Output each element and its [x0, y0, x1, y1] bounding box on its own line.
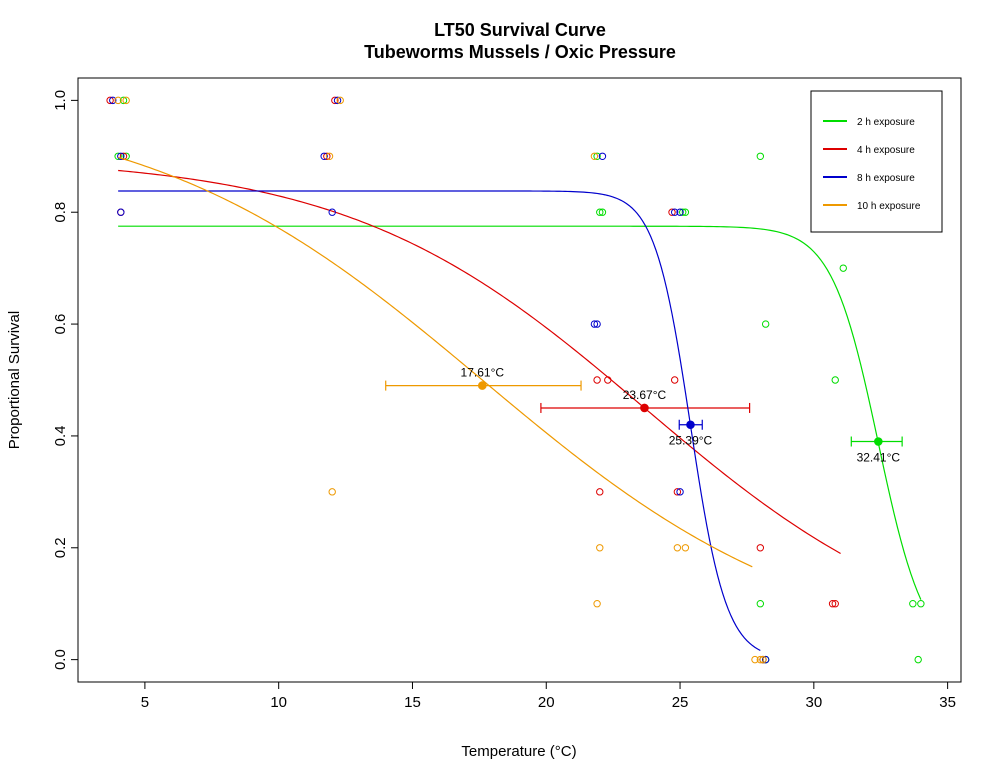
chart-title: LT50 Survival Curve [434, 20, 606, 40]
data-point [914, 655, 922, 664]
data-point [670, 376, 679, 384]
y-axis: 0.0 0.2 0.4 0.6 0.8 1.0 [52, 90, 78, 670]
x-tick-label: 25 [672, 694, 689, 711]
data-point [331, 96, 339, 105]
data-point [756, 544, 765, 552]
data-point [604, 376, 612, 384]
data-point [598, 152, 607, 160]
data-point [109, 96, 117, 105]
fit-curve [118, 190, 761, 651]
data-point [323, 152, 331, 160]
data-point [759, 655, 767, 664]
fit-curve [118, 225, 922, 600]
data-point [676, 488, 684, 496]
data-point [673, 544, 682, 552]
data-point [593, 320, 601, 328]
data-point [333, 96, 342, 105]
chart-subtitle: Tubeworms Mussels / Oxic Pressure [364, 42, 676, 62]
y-tick-label: 0.4 [52, 425, 69, 446]
data-point [596, 488, 604, 496]
legend-box [810, 90, 943, 233]
data-point [119, 96, 128, 105]
x-tick-label: 5 [141, 694, 149, 711]
data-point [839, 264, 847, 272]
data-point [917, 600, 925, 608]
data-point [325, 152, 334, 160]
fit-curve [118, 169, 841, 554]
lt50-label: 25.39°C [669, 434, 713, 448]
data-point [679, 208, 687, 216]
data-point [320, 152, 328, 160]
data-point [668, 208, 676, 216]
fit-curve [117, 156, 753, 568]
data-point [756, 152, 765, 160]
data-point [676, 208, 684, 216]
lt50-point [874, 437, 883, 446]
plot-area-frame [77, 77, 962, 683]
data-point [831, 600, 839, 608]
lt50-label: 23.67°C [623, 388, 667, 402]
data-point [328, 488, 336, 496]
data-point [598, 208, 607, 216]
data-point [828, 600, 837, 608]
y-tick-label: 0.8 [52, 202, 69, 223]
x-tick-label: 20 [538, 694, 555, 711]
data-point [114, 152, 122, 160]
data-point [681, 208, 690, 216]
data-point [596, 208, 604, 216]
data-point [593, 600, 601, 608]
legend-label: 2 h exposure [857, 117, 915, 128]
data-point [114, 96, 122, 105]
x-axis: 5 10 15 20 25 30 35 [141, 682, 956, 711]
plot-layer: 32.41°C 23.67°C 25.39°C 17.61°C [106, 96, 925, 664]
data-point [909, 600, 917, 608]
lt50-point [686, 420, 695, 430]
data-point [593, 376, 601, 384]
x-axis-label: Temperature (°C) [461, 743, 576, 760]
y-tick-label: 0.2 [52, 537, 69, 558]
lt50-label: 17.61°C [461, 366, 505, 380]
x-tick-label: 30 [805, 694, 822, 711]
data-point [117, 152, 125, 160]
legend: 2 h exposure 4 h exposure 8 h exposure 10 h… [810, 90, 943, 233]
data-point [756, 655, 765, 664]
y-axis-label: Proportional Survival [6, 311, 23, 449]
data-point [117, 208, 125, 216]
y-tick-label: 1.0 [52, 90, 69, 111]
y-tick-label: 0.0 [52, 649, 69, 670]
x-tick-label: 10 [270, 694, 287, 711]
legend-label: 4 h exposure [857, 145, 915, 156]
data-point [681, 544, 690, 552]
lt50-point [478, 381, 487, 390]
legend-label: 8 h exposure [857, 173, 915, 184]
lt50-label: 32.41°C [857, 451, 901, 465]
lt50-point [640, 403, 649, 413]
data-point [761, 655, 770, 664]
data-point [106, 96, 114, 105]
data-point [593, 152, 601, 160]
data-point [756, 600, 765, 608]
data-point [673, 488, 682, 496]
data-point [831, 376, 839, 384]
data-point [761, 320, 770, 328]
data-point [596, 544, 604, 552]
data-point [122, 96, 130, 105]
data-point [328, 208, 336, 216]
y-tick-label: 0.6 [52, 314, 69, 335]
data-point [590, 320, 599, 328]
x-tick-label: 15 [404, 694, 421, 711]
x-tick-label: 35 [939, 694, 956, 711]
legend-label: 10 h exposure [857, 201, 921, 212]
data-point [670, 208, 679, 216]
data-point [336, 96, 344, 105]
data-point [751, 655, 759, 664]
data-point [590, 152, 599, 160]
